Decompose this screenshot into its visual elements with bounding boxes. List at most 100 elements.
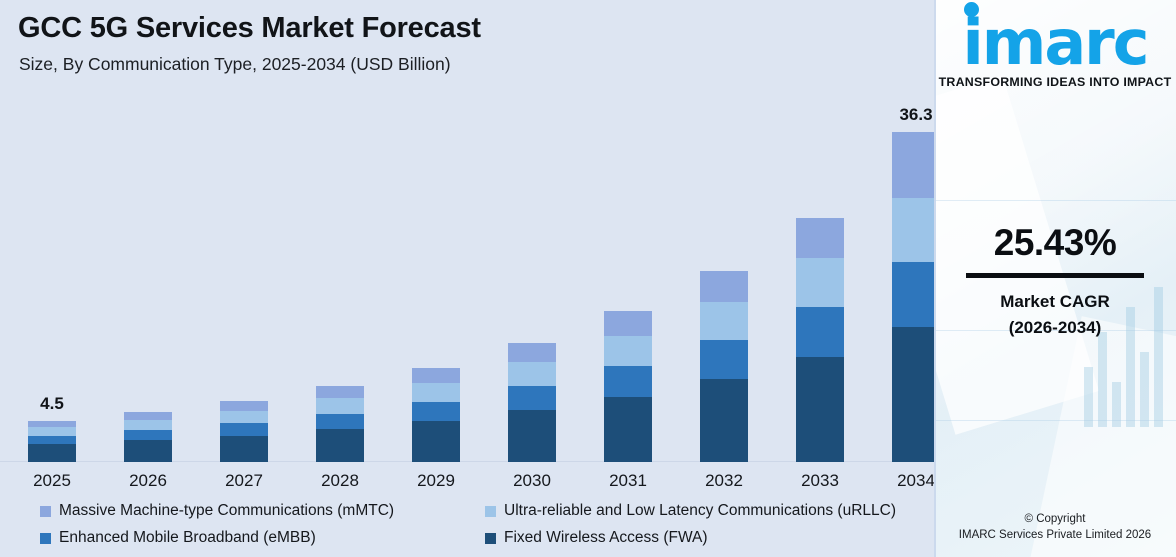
bar-segment[interactable]	[124, 430, 172, 441]
legend-item[interactable]: Fixed Wireless Access (FWA)	[485, 529, 708, 547]
bar-segment[interactable]	[28, 421, 76, 428]
axis-baseline	[0, 461, 934, 462]
bar-segment[interactable]	[700, 302, 748, 341]
bar-segment[interactable]	[412, 402, 460, 422]
x-axis-tick: 2033	[801, 471, 839, 490]
bar-group: 8.4	[292, 100, 388, 462]
bar-segment[interactable]	[796, 217, 844, 258]
bar-segment[interactable]	[700, 379, 748, 462]
decorative-bar	[1112, 382, 1121, 427]
legend-item[interactable]: Enhanced Mobile Broadband (eMBB)	[40, 529, 316, 547]
page-title: GCC 5G Services Market Forecast	[18, 12, 481, 44]
bar-group: 16.6	[580, 100, 676, 462]
bar-segment[interactable]	[28, 443, 76, 462]
decorative-line	[934, 330, 1176, 331]
decorative-line	[934, 420, 1176, 421]
bar-value-label: 36.3	[899, 105, 933, 124]
chart-panel: GCC 5G Services Market Forecast Size, By…	[0, 12, 940, 557]
chart-legend: Massive Machine-type Communications (mMT…	[0, 498, 934, 557]
bar-stack[interactable]	[28, 421, 76, 462]
bar-segment[interactable]	[892, 132, 940, 199]
bar-segment[interactable]	[28, 435, 76, 444]
bar-segment[interactable]	[412, 382, 460, 403]
bar-segment[interactable]	[796, 356, 844, 462]
bar-group: 13.1	[484, 100, 580, 462]
cagr-block: 25.43% Market CAGR (2026-2034)	[934, 222, 1176, 340]
x-axis-tick: 2027	[225, 471, 263, 490]
bar-segment[interactable]	[124, 420, 172, 431]
bar-segment[interactable]	[892, 262, 940, 327]
bar-segment[interactable]	[796, 306, 844, 357]
bar-segment[interactable]	[220, 411, 268, 423]
bar-segment[interactable]	[316, 385, 364, 399]
decorative-bar	[1126, 307, 1135, 427]
bar-segment[interactable]	[220, 401, 268, 412]
bar-stack[interactable]	[220, 401, 268, 462]
bar-segment[interactable]	[316, 413, 364, 430]
x-axis-tick: 2030	[513, 471, 551, 490]
decorative-bar	[1140, 352, 1149, 427]
legend-swatch-icon	[40, 532, 51, 544]
bar-stack[interactable]	[508, 342, 556, 462]
x-axis-tick: 2032	[705, 471, 743, 490]
legend-item[interactable]: Massive Machine-type Communications (mMT…	[40, 502, 394, 520]
legend-label: Enhanced Mobile Broadband (eMBB)	[59, 529, 316, 546]
bar-group: 6.7	[196, 100, 292, 462]
bar-segment[interactable]	[412, 367, 460, 383]
bar-stack[interactable]	[124, 412, 172, 462]
decorative-line	[934, 200, 1176, 201]
bar-segment[interactable]	[796, 257, 844, 307]
bar-stack[interactable]	[604, 311, 652, 462]
page-subtitle: Size, By Communication Type, 2025-2034 (…	[19, 54, 451, 74]
legend-label: Massive Machine-type Communications (mMT…	[59, 502, 395, 519]
bar-segment[interactable]	[892, 326, 940, 462]
bar-segment[interactable]	[124, 412, 172, 421]
bar-group: 36.3	[868, 100, 964, 462]
copyright-notice: © Copyright IMARC Services Private Limit…	[934, 511, 1176, 544]
cagr-caption-primary: Market CAGR	[1000, 292, 1110, 311]
x-axis-tick: 2028	[321, 471, 359, 490]
bar-segment[interactable]	[124, 440, 172, 462]
bar-stack[interactable]	[412, 367, 460, 462]
bar-segment[interactable]	[604, 311, 652, 336]
logo-wordmark: imarc	[962, 2, 1150, 73]
bar-group: 26.9	[772, 100, 868, 462]
bar-segment[interactable]	[508, 342, 556, 363]
bar-segment[interactable]	[508, 385, 556, 411]
bar-stack[interactable]	[796, 217, 844, 462]
bar-stack[interactable]	[892, 132, 940, 462]
x-axis-tick: 2026	[129, 471, 167, 490]
bar-segment[interactable]	[316, 398, 364, 414]
legend-label: Ultra-reliable and Low Latency Communica…	[504, 502, 896, 519]
legend-item[interactable]: Ultra-reliable and Low Latency Communica…	[485, 502, 896, 520]
copyright-line-2: IMARC Services Private Limited 2026	[958, 529, 1152, 542]
panel-divider	[934, 0, 936, 557]
bar-segment[interactable]	[604, 365, 652, 397]
bar-segment[interactable]	[892, 198, 940, 263]
logo-tagline: TRANSFORMING IDEAS INTO IMPACT	[938, 74, 1172, 89]
x-axis-tick: 2029	[417, 471, 455, 490]
decorative-bar	[1084, 367, 1093, 427]
bar-segment[interactable]	[700, 271, 748, 303]
bar-segment[interactable]	[700, 340, 748, 380]
cagr-caption-period: (2026-2034)	[1008, 317, 1102, 337]
x-axis-tick: 2025	[33, 471, 71, 490]
plot-area: 4.5 5.56.78.410.413.116.62126.9 36.3	[0, 100, 940, 462]
bar-stack[interactable]	[700, 271, 748, 462]
bar-segment[interactable]	[220, 422, 268, 436]
bar-segment[interactable]	[220, 435, 268, 462]
decorative-bar	[1154, 287, 1163, 427]
cagr-value: 25.43%	[993, 222, 1117, 263]
bar-segment[interactable]	[604, 335, 652, 366]
bar-group: 4.5	[4, 100, 100, 462]
bar-segment[interactable]	[28, 427, 76, 436]
bar-segment[interactable]	[604, 396, 652, 462]
bar-segment[interactable]	[508, 410, 556, 462]
bar-stack[interactable]	[316, 385, 364, 462]
bar-segment[interactable]	[508, 362, 556, 386]
x-axis: 2025 2026 2027 2028 2029 2030 2031 2032 2033 2034	[0, 466, 935, 496]
bar-value-label: 4.5	[40, 394, 64, 414]
bar-segment[interactable]	[412, 421, 460, 462]
bar-segment[interactable]	[316, 429, 364, 462]
